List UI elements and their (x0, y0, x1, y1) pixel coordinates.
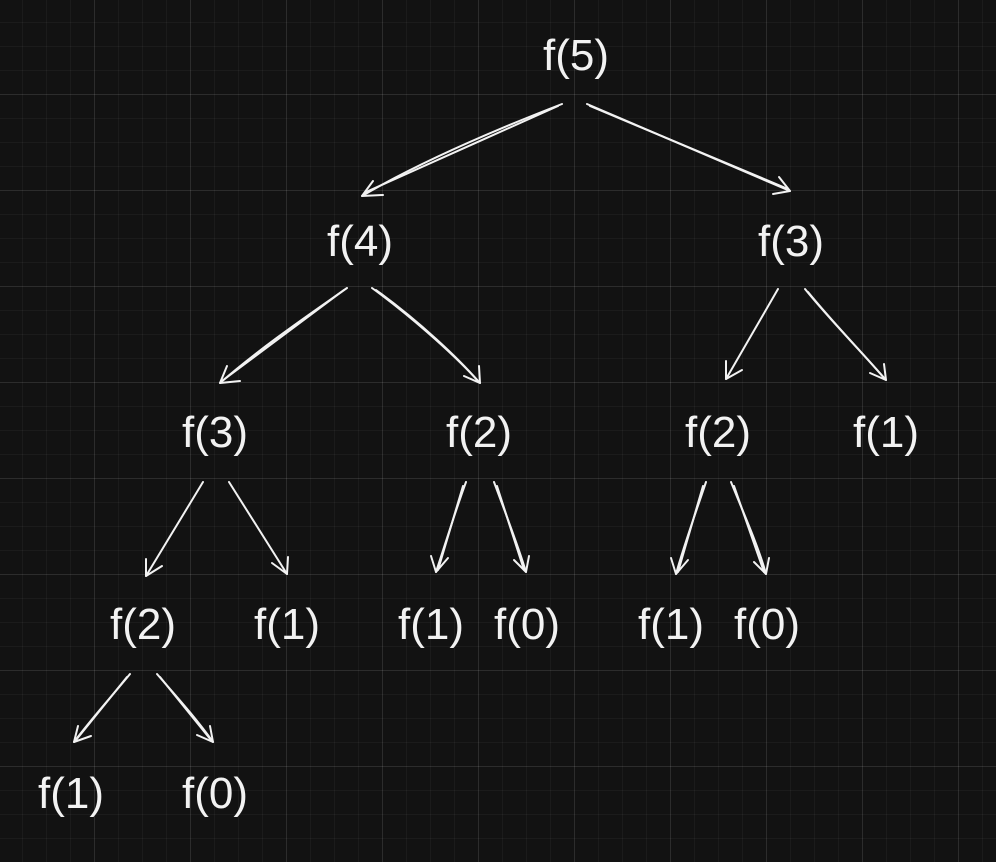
node-f2-left: f(2) (110, 600, 176, 649)
edge-root-to-f4 (361, 103, 563, 197)
node-f1-right-leaf: f(1) (638, 600, 704, 649)
edge-f2-to-f1-middle (430, 481, 467, 573)
node-f1-bottom: f(1) (38, 769, 104, 818)
node-f1-middle: f(1) (398, 600, 464, 649)
node-f3-right: f(3) (758, 217, 824, 266)
edge-right-f3-to-f2 (725, 288, 779, 380)
edge-f4-to-f2 (371, 287, 481, 384)
node-f4: f(4) (327, 217, 393, 266)
edge-right-f2-to-f1 (670, 481, 707, 575)
edge-right-f3-to-f1 (804, 288, 887, 381)
node-f5-root: f(5) (543, 31, 609, 80)
node-f0-middle: f(0) (494, 600, 560, 649)
edge-right-f2-to-f0 (730, 481, 770, 575)
node-f0-right-leaf: f(0) (734, 600, 800, 649)
node-f0-bottom: f(0) (182, 769, 248, 818)
edge-f4-to-f3 (219, 287, 348, 384)
edge-f2-to-f1-bottom (73, 673, 131, 743)
node-f1-left: f(1) (254, 600, 320, 649)
node-f1-right: f(1) (853, 408, 919, 457)
node-f2-middle: f(2) (446, 408, 512, 457)
node-f3-left: f(3) (182, 408, 248, 457)
edge-f2-to-f0-bottom (156, 673, 214, 743)
edge-f3-to-f1 (228, 481, 289, 575)
edge-f2-to-f0-middle (493, 481, 530, 573)
node-f2-right: f(2) (685, 408, 751, 457)
edge-f3-to-f2 (145, 481, 204, 577)
edge-root-to-f3 (586, 103, 791, 195)
